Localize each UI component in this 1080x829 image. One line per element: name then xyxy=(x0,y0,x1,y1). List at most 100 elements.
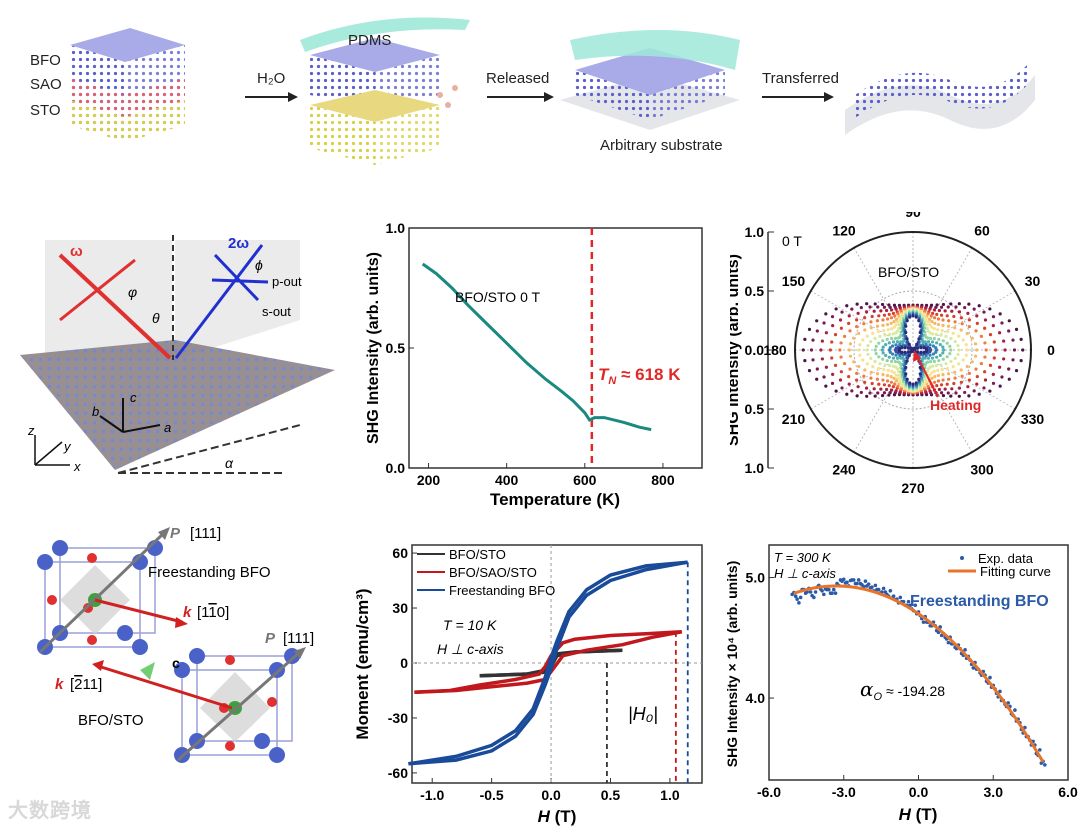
y-axis-label: SHG Intensity × 10⁴ (arb. units) xyxy=(724,561,740,767)
hysteresis-branch-down xyxy=(408,560,688,766)
y-tick-label: 5.0 xyxy=(746,570,766,586)
polar-point xyxy=(923,333,927,337)
polar-point xyxy=(946,372,951,376)
polar-point xyxy=(830,315,835,319)
x-tick-label: -6.0 xyxy=(757,784,781,800)
polar-point xyxy=(922,374,926,379)
polar-point xyxy=(882,305,887,309)
x-tick-label: 200 xyxy=(417,472,441,488)
h0-label: |H₀| xyxy=(628,704,658,724)
shg-temperature-chart: 200 400 600 800 0.0 0.5 1.0 BFO/STO 0 T TN ≈ 618… xyxy=(365,220,703,509)
exp-data-point xyxy=(820,588,824,593)
polar-point xyxy=(839,341,843,345)
polar-point xyxy=(936,328,940,332)
polar-point xyxy=(988,389,992,393)
polar-point xyxy=(894,373,898,377)
polar-point xyxy=(891,332,895,336)
axis-b-label: b xyxy=(92,404,99,419)
polar-point xyxy=(979,362,984,366)
polar-point xyxy=(928,365,932,369)
polar-point xyxy=(943,387,947,391)
angle-label: 0 xyxy=(1047,342,1055,358)
hysteresis-branch-up xyxy=(408,560,689,766)
y-tick-label: 0.0 xyxy=(386,460,406,476)
exp-data-point xyxy=(831,587,836,592)
polar-point xyxy=(936,322,941,327)
x-axis-var: H xyxy=(538,807,551,826)
polar-point xyxy=(905,337,909,341)
polar-point xyxy=(858,343,862,347)
exp-data-point xyxy=(873,583,878,588)
polar-point xyxy=(894,343,898,347)
etched-stack xyxy=(300,17,470,165)
polar-point xyxy=(988,332,993,337)
polar-point xyxy=(941,339,945,343)
exp-data-point xyxy=(1038,748,1042,752)
x-axis-unit: (T) xyxy=(550,807,576,826)
polar-point xyxy=(891,385,895,389)
polar-point xyxy=(907,342,911,346)
r-tick-label: 0.0 xyxy=(745,342,765,358)
polar-point xyxy=(939,333,943,337)
y-tick-label: 0.5 xyxy=(386,340,406,356)
polar-point xyxy=(945,329,950,334)
polar-point xyxy=(892,376,896,380)
polar-point xyxy=(865,334,869,338)
polar-point xyxy=(957,348,961,352)
exp-data-point xyxy=(827,587,831,592)
polar-point xyxy=(899,363,903,367)
polar-point xyxy=(894,379,899,383)
polar-point xyxy=(941,318,945,322)
polar-point xyxy=(881,373,885,377)
polar-point xyxy=(926,329,931,333)
polar-point xyxy=(967,302,971,306)
polar-point xyxy=(1000,321,1004,325)
x-tick-label: 0.0 xyxy=(541,787,561,803)
arrow-icon xyxy=(245,92,298,102)
polar-point xyxy=(885,359,889,363)
temperature-annotation: T = 10 K xyxy=(443,617,497,633)
polar-point xyxy=(873,359,877,364)
polar-point xyxy=(930,320,934,324)
polar-point xyxy=(930,376,934,380)
axis-x-label: x xyxy=(73,459,81,474)
watermark-logo: 大数跨境 xyxy=(8,800,92,822)
polar-point xyxy=(941,373,945,377)
polar-point xyxy=(918,365,922,370)
plot-frame xyxy=(411,544,703,784)
polar-point xyxy=(888,332,892,336)
polar-point xyxy=(873,394,877,398)
exp-data-point xyxy=(963,648,967,652)
polar-point xyxy=(1014,327,1019,332)
exp-data-point xyxy=(908,603,913,608)
sample-annotation: BFO/STO 0 T xyxy=(455,289,541,305)
x-axis-label: Temperature (K) xyxy=(490,490,620,509)
polar-point xyxy=(885,387,889,392)
polar-point xyxy=(949,359,953,364)
r-tick-label: 1.0 xyxy=(745,460,765,476)
y-axis-label: Moment (emu/cm³) xyxy=(353,588,372,739)
polar-point xyxy=(965,364,969,369)
x-tick-label: -3.0 xyxy=(832,784,856,800)
polar-point xyxy=(892,325,896,329)
polar-point xyxy=(881,318,885,322)
x-tick-label: 0.5 xyxy=(601,787,621,803)
polar-point xyxy=(881,378,885,382)
polar-point xyxy=(931,364,935,368)
polar-point xyxy=(942,348,946,352)
polar-point xyxy=(855,325,859,329)
polar-point xyxy=(929,314,933,318)
polarization-label-1: P xyxy=(170,525,181,542)
exp-data-point xyxy=(856,578,861,582)
polar-point xyxy=(896,320,900,324)
pdms-label: PDMS xyxy=(348,32,392,49)
polar-point xyxy=(815,367,819,371)
polar-point xyxy=(869,376,873,380)
polar-point xyxy=(857,331,861,336)
polar-point xyxy=(991,381,996,385)
polar-point xyxy=(941,302,946,307)
exp-data-point xyxy=(795,597,799,602)
polar-point xyxy=(885,317,890,321)
k-direction-2: [211] xyxy=(70,676,102,693)
polar-point xyxy=(943,309,947,313)
